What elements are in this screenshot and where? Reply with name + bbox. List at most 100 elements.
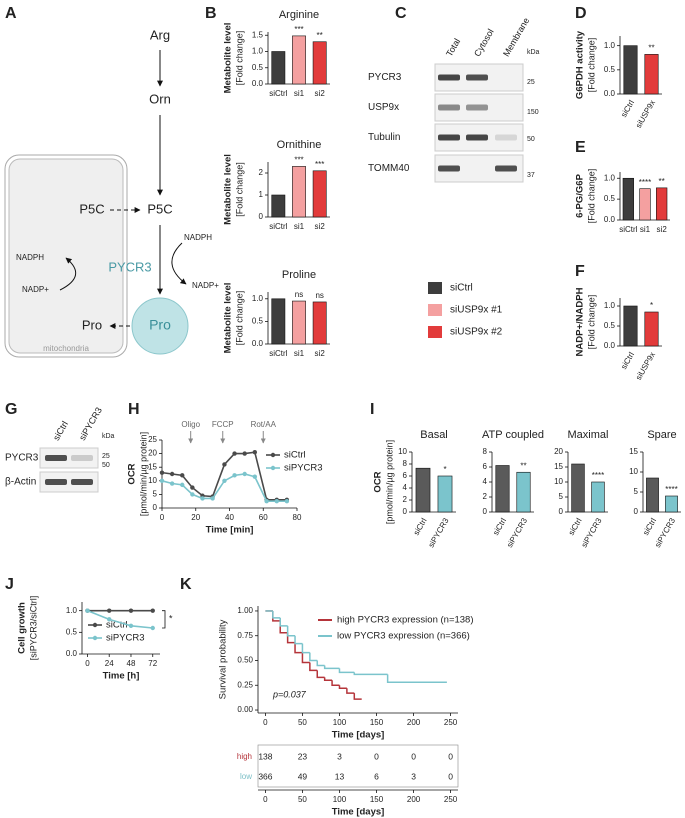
x-tick-label: siCtrl (269, 89, 287, 98)
y-axis-unit: [Fold change] (234, 31, 244, 86)
risk-count: 366 (258, 771, 272, 781)
y-axis-label: NADP+/NADPH (575, 287, 586, 356)
x-tick-label: si2 (315, 89, 326, 98)
point (232, 451, 237, 456)
x-axis-label: Time [days] (332, 807, 385, 818)
survival-step (353, 693, 362, 700)
cofactor-arrow (171, 242, 187, 285)
blot-row: PYCR3 (5, 453, 39, 464)
x-axis-label: Time [min] (206, 525, 254, 536)
survival-step (323, 665, 340, 670)
y-tick-label: 0.5 (604, 194, 616, 203)
x-tick-label: 48 (127, 659, 136, 668)
x-tick-label: siCtrl (491, 516, 508, 536)
point (222, 478, 227, 483)
legend-label: siCtrl (450, 283, 473, 294)
cofactor: NADPH (184, 233, 212, 242)
x-tick-label: siCtrl (619, 98, 636, 118)
metabolite: Orn (149, 91, 171, 106)
bar (271, 51, 286, 85)
chart-title: Arginine (279, 9, 319, 21)
x-tick-label: siCtrl (619, 350, 636, 370)
y-tick-label: 10 (398, 447, 407, 456)
legend-marker (92, 622, 98, 628)
blot-row: β-Actin (5, 477, 36, 488)
risk-count: 13 (335, 771, 345, 781)
significance: * (169, 614, 173, 624)
metabolite: P5C (147, 201, 172, 216)
survival-step (338, 685, 347, 689)
survival-step (272, 610, 281, 622)
survival-step (286, 632, 296, 644)
panel-label: G (5, 401, 17, 418)
y-tick-label: 2 (403, 495, 408, 504)
x-tick-label: 50 (298, 718, 307, 727)
blot-row: USP9x (368, 102, 399, 113)
legend-label: high PYCR3 expression (n=138) (337, 615, 474, 626)
survival-step (294, 635, 303, 645)
x-tick-label: siPYCR3 (427, 516, 451, 549)
kda-marker: 25 (102, 453, 110, 460)
y-axis-label: G6PDH activity (575, 30, 586, 99)
band (495, 134, 517, 141)
band (438, 165, 460, 172)
point (190, 485, 195, 490)
chart-title: Basal (420, 429, 448, 441)
risk-count: 0 (411, 751, 416, 761)
point (159, 478, 165, 483)
legend-marker (270, 465, 276, 471)
survival-step (294, 642, 303, 654)
y-axis-unit: [pmol/min/µg protein] (138, 432, 148, 516)
band (45, 455, 67, 461)
panel-label: A (5, 5, 17, 22)
survival-step (316, 660, 325, 667)
y-tick-label: 20 (554, 447, 563, 456)
risk-count: 49 (298, 771, 308, 781)
y-tick-label: 1.0 (604, 41, 616, 50)
x-tick-label: 40 (225, 513, 234, 522)
blot-row: PYCR3 (368, 72, 402, 83)
y-axis-label: Metabolite level (223, 23, 234, 94)
enzyme: PYCR3 (108, 259, 151, 274)
bar (639, 188, 651, 221)
panel-label: K (180, 576, 192, 593)
band (438, 104, 460, 111)
bar (644, 54, 659, 95)
y-tick-label: 4 (403, 483, 408, 492)
point (107, 617, 112, 622)
bar (292, 166, 306, 218)
p-value: p=0.037 (272, 689, 307, 699)
y-tick-label: 0.5 (252, 317, 264, 326)
y-tick-label: 2 (259, 168, 264, 177)
x-tick-label: 20 (191, 513, 200, 522)
kda-marker: 50 (527, 136, 535, 143)
panel-label: B (205, 5, 217, 22)
x-tick-label: 24 (105, 659, 114, 668)
point (159, 470, 165, 475)
chart-title: Spare (647, 429, 676, 441)
significance: *** (294, 156, 303, 165)
y-axis-unit: [Fold change] (586, 295, 596, 350)
y-tick-label: 5 (559, 492, 564, 501)
point (242, 451, 247, 456)
significance-bracket (162, 610, 166, 629)
significance: ** (648, 43, 654, 52)
bar (623, 45, 638, 95)
blot-row: TOMM40 (368, 163, 410, 174)
significance: *** (294, 25, 303, 34)
point (169, 471, 175, 477)
x-tick-label: siCtrl (269, 222, 287, 231)
bar (415, 467, 431, 513)
significance: ns (315, 291, 323, 300)
y-tick-label: 0.25 (237, 680, 253, 689)
x-tick-label: siCtrl (619, 225, 637, 234)
point (107, 608, 112, 613)
y-axis-label: Metabolite level (223, 154, 234, 225)
band (45, 479, 67, 485)
compartment-label: mitochondria (43, 344, 89, 353)
y-tick-label: 0 (634, 507, 639, 516)
y-tick-label: 1.0 (252, 47, 264, 56)
chart-title: Proline (282, 269, 316, 281)
kda-unit: kDa (102, 433, 115, 440)
